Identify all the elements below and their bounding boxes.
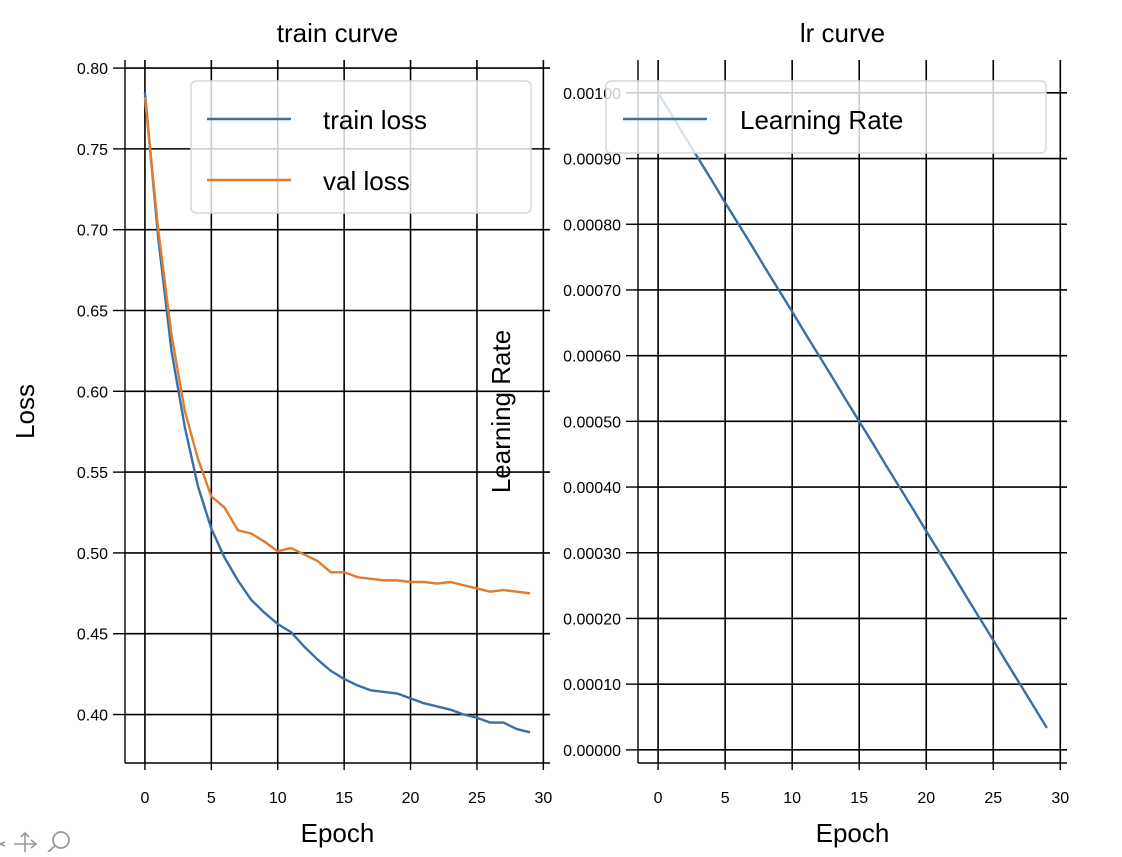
move-icon[interactable]	[0, 831, 38, 852]
y-tick-label: 0.60	[77, 384, 108, 401]
series-line-val-loss	[143, 97, 531, 595]
y-tick-label: 0.00040	[563, 480, 621, 497]
x-tick-label: 0	[140, 790, 149, 807]
legend-entry: Learning Rate	[740, 105, 903, 135]
x-axis-label: Epoch	[816, 818, 890, 848]
x-tick-label: 15	[850, 790, 868, 807]
y-tick-label: 0.00080	[563, 217, 621, 234]
series-line-train-loss	[143, 92, 531, 734]
y-tick-label: 0.00010	[563, 677, 621, 694]
x-axis-label: Epoch	[301, 818, 375, 848]
y-tick-label: 0.50	[77, 546, 108, 563]
y-tick-label: 0.65	[77, 303, 108, 320]
y-axis-label: Learning Rate	[486, 330, 516, 493]
chart-title: lr curve	[800, 18, 885, 48]
legend: Learning Rate	[605, 80, 1047, 154]
y-tick-label: 0.00060	[563, 349, 621, 366]
x-tick-label: 20	[402, 790, 420, 807]
legend-box	[605, 80, 1047, 154]
y-tick-label: 0.00050	[563, 414, 621, 431]
x-tick-label: 5	[721, 790, 730, 807]
figure-toolbar	[0, 818, 80, 853]
x-tick-label: 30	[534, 790, 552, 807]
x-tick-label: 10	[269, 790, 287, 807]
series-line-learning-rate	[657, 92, 1048, 729]
y-axis-label: Loss	[10, 384, 40, 439]
y-tick-label: 0.55	[77, 465, 108, 482]
x-tick-label: 25	[984, 790, 1002, 807]
y-tick-label: 0.75	[77, 142, 108, 159]
magnifier-icon[interactable]	[47, 831, 70, 853]
y-tick-label: 0.00020	[563, 611, 621, 628]
y-tick-label: 0.00090	[563, 152, 621, 169]
x-tick-label: 10	[783, 790, 801, 807]
x-tick-label: 5	[207, 790, 216, 807]
legend-entry: train loss	[323, 105, 427, 135]
x-tick-label: 30	[1051, 790, 1069, 807]
y-tick-label: 0.80	[77, 61, 108, 78]
x-tick-label: 15	[335, 790, 353, 807]
x-tick-label: 20	[917, 790, 935, 807]
lr-curve-chart: 0 5 10 15 20 25 30 0.00000 0.00010 0.00020 0.00030…	[486, 18, 1069, 848]
x-tick-label: 0	[654, 790, 663, 807]
y-tick-label: 0.70	[77, 223, 108, 240]
chart-title: train curve	[277, 18, 398, 48]
y-tick-label: 0.00070	[563, 283, 621, 300]
legend: train loss val loss	[190, 80, 532, 214]
y-tick-label: 0.40	[77, 708, 108, 725]
y-tick-label: 0.00000	[563, 743, 621, 760]
y-tick-label: 0.00030	[563, 546, 621, 563]
x-tick-label: 25	[468, 790, 486, 807]
y-tick-label: 0.45	[77, 627, 108, 644]
legend-entry: val loss	[323, 166, 410, 196]
train-curve-chart: 0 5 10 15 20 25 30 0.40 0.45 0.50 0.55 0.60 0.65 0.70…	[10, 18, 552, 848]
